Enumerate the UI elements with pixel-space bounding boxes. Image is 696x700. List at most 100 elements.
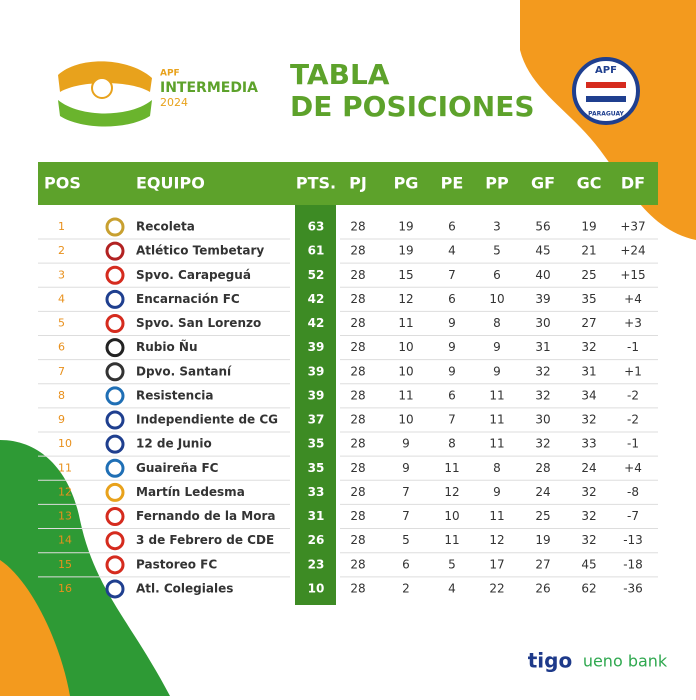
- stat: 19: [398, 220, 413, 234]
- stat: -7: [627, 509, 639, 523]
- stat: 30: [535, 413, 550, 427]
- column-header: EQUIPO: [136, 174, 205, 193]
- stat: 9: [448, 340, 456, 354]
- stat: 35: [581, 292, 596, 306]
- team-name: Fernando de la Mora: [136, 509, 275, 523]
- title: TABLA: [290, 58, 390, 91]
- stat: 9: [402, 461, 410, 475]
- stat: 27: [535, 557, 550, 571]
- team-logo: [105, 531, 125, 551]
- stat: 6: [448, 292, 456, 306]
- team-name: Pastoreo FC: [136, 557, 217, 571]
- stat: 28: [350, 437, 365, 451]
- stat: 6: [493, 268, 501, 282]
- stat: 27: [581, 316, 596, 330]
- stat: 10: [489, 292, 504, 306]
- stat: 32: [581, 533, 596, 547]
- stat: 61: [308, 244, 325, 258]
- position: 7: [58, 365, 65, 378]
- column-header: GF: [531, 174, 555, 193]
- stat: 11: [398, 316, 413, 330]
- stat: 22: [489, 581, 504, 595]
- team-logo: [105, 434, 125, 454]
- stat: 28: [350, 316, 365, 330]
- stat: 32: [535, 364, 550, 378]
- badge-bottom: PARAGUAY: [588, 111, 624, 118]
- stat: 11: [489, 437, 504, 451]
- position: 1: [58, 220, 65, 233]
- team-logo: [105, 410, 125, 430]
- stat: 28: [350, 509, 365, 523]
- team-name: Recoleta: [136, 220, 195, 234]
- stat: 10: [308, 581, 325, 595]
- pts-column: [295, 205, 336, 605]
- team-logo: [105, 482, 125, 502]
- stat: 31: [581, 364, 596, 378]
- stat: +1: [624, 364, 642, 378]
- stat: 2: [402, 581, 410, 595]
- badge: [572, 57, 640, 125]
- table: POS EQUIPO PTS. PJ PG PE PP GF GC DF1 Recoleta 63 28…: [38, 174, 658, 599]
- stat: +4: [624, 292, 642, 306]
- team-name: Martín Ledesma: [136, 485, 245, 499]
- league-small: APF: [160, 69, 180, 79]
- stat: 12: [398, 292, 413, 306]
- stat: 7: [448, 268, 456, 282]
- stat: 15: [398, 268, 413, 282]
- sponsor: tigo: [528, 649, 572, 673]
- stat: 33: [308, 485, 325, 499]
- stat: 5: [493, 244, 501, 258]
- stat: 9: [402, 437, 410, 451]
- stat: 23: [308, 557, 325, 571]
- team-name: 12 de Junio: [136, 437, 212, 451]
- stat: 28: [350, 268, 365, 282]
- badge-stripe: [586, 96, 626, 102]
- stat: -8: [627, 485, 639, 499]
- stat: +24: [620, 244, 645, 258]
- stat: 39: [308, 340, 325, 354]
- team-logo: [105, 338, 125, 358]
- stat: 34: [581, 388, 596, 402]
- stat: 28: [350, 340, 365, 354]
- team-name: Encarnación FC: [136, 292, 240, 306]
- stat: 11: [398, 388, 413, 402]
- stat: 63: [308, 220, 325, 234]
- column-header: POS: [44, 174, 81, 193]
- team-logo: [105, 579, 125, 599]
- position: 10: [58, 437, 72, 450]
- stat: 40: [535, 268, 550, 282]
- stat: 24: [535, 485, 550, 499]
- stat: 31: [535, 340, 550, 354]
- stat: 28: [350, 581, 365, 595]
- stat: 62: [581, 581, 596, 595]
- column-header: DF: [621, 174, 645, 193]
- stat: 28: [350, 388, 365, 402]
- stat: 25: [535, 509, 550, 523]
- stat: 8: [448, 437, 456, 451]
- stat: 10: [398, 413, 413, 427]
- stat: 28: [350, 485, 365, 499]
- team-logo: [105, 289, 125, 309]
- team-logo: [105, 265, 125, 285]
- stat: -18: [623, 557, 643, 571]
- team-logo: [105, 362, 125, 382]
- position: 12: [58, 485, 72, 498]
- stat: 8: [493, 316, 501, 330]
- stat: +15: [620, 268, 645, 282]
- team-name: Spvo. San Lorenzo: [136, 316, 261, 330]
- stat: 6: [448, 220, 456, 234]
- title: DE POSICIONES: [290, 90, 535, 123]
- stat: 9: [493, 485, 501, 499]
- stat: 37: [308, 413, 325, 427]
- stat: 8: [493, 461, 501, 475]
- position: 6: [58, 341, 65, 354]
- position: 5: [58, 317, 65, 330]
- team-logo: [105, 386, 125, 406]
- league: INTERMEDIA: [160, 80, 258, 96]
- stat: 32: [581, 509, 596, 523]
- position: 11: [58, 461, 72, 474]
- stat: 52: [308, 268, 325, 282]
- stat: 25: [581, 268, 596, 282]
- stat: 30: [535, 316, 550, 330]
